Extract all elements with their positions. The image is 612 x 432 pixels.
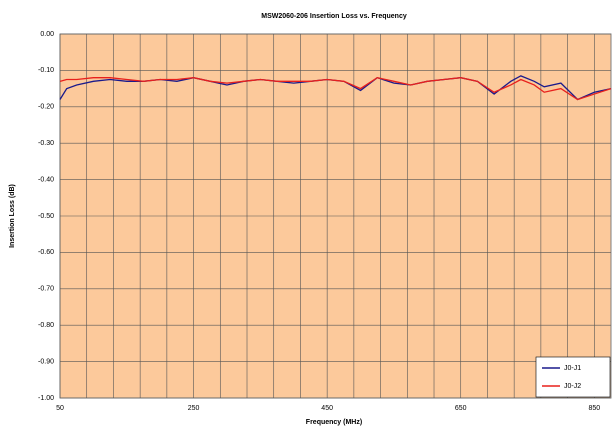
y-tick-label: -0.40 <box>38 176 54 183</box>
y-tick-label: -0.60 <box>38 249 54 256</box>
y-tick-label: 0.00 <box>40 31 54 38</box>
x-tick-label: 250 <box>188 405 200 412</box>
y-tick-label: -0.80 <box>38 322 54 329</box>
y-axis-label: Insertion Loss (dB) <box>9 184 16 248</box>
series-line <box>59 76 612 101</box>
x-tick-label: 50 <box>56 405 64 412</box>
x-tick-label: 850 <box>588 405 600 412</box>
x-tick-label: 450 <box>321 405 333 412</box>
y-tick-label: -0.70 <box>38 286 54 293</box>
legend-box <box>535 356 611 398</box>
y-tick-label: -0.50 <box>38 213 54 220</box>
legend-label: J0-J1 <box>564 365 581 372</box>
x-tick-label: 650 <box>455 405 467 412</box>
y-tick-label: -0.20 <box>38 104 54 111</box>
legend-label: J0-J2 <box>564 383 581 390</box>
y-tick-label: -1.00 <box>38 395 54 402</box>
chart-title: MSW2060-206 Insertion Loss vs. Frequency <box>261 13 407 20</box>
y-tick-label: -0.90 <box>38 358 54 365</box>
x-axis-label: Frequency (MHz) <box>306 419 362 426</box>
y-tick-label: -0.30 <box>38 140 54 147</box>
y-tick-label: -0.10 <box>38 67 54 74</box>
